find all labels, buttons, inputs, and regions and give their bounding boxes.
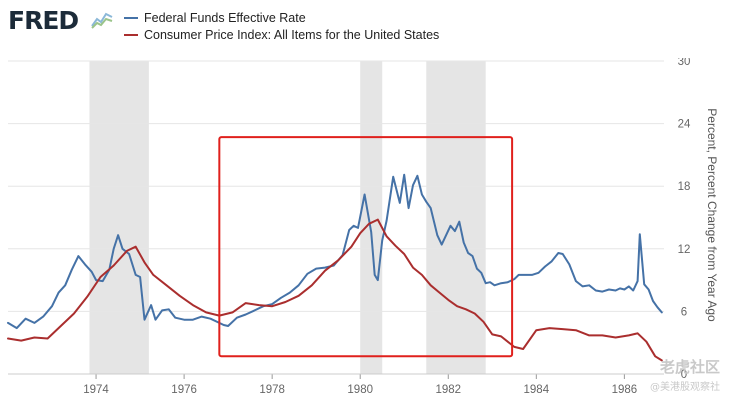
- legend-item-fed-funds[interactable]: Federal Funds Effective Rate: [124, 11, 306, 27]
- chart-plot[interactable]: 0 6 12 18 24 30 1974 1976 1978 1980 1982 1984 1986: [0, 58, 730, 401]
- recession-band-0: [89, 61, 149, 374]
- fred-chart-icon: [90, 8, 114, 30]
- legend-swatch-cpi: [124, 33, 138, 36]
- legend-label-cpi: Consumer Price Index: All Items for the …: [144, 28, 440, 42]
- y-tick-label: 12: [678, 244, 691, 256]
- y-tick-label: 0: [681, 369, 687, 381]
- highlight-box-layer: [218, 136, 514, 358]
- series-lines: [7, 173, 663, 362]
- legend-swatch-fed-funds: [124, 16, 138, 19]
- y-tick-label: 18: [678, 181, 691, 193]
- series-line-0[interactable]: [7, 173, 663, 330]
- x-tick-label: 1974: [83, 384, 109, 396]
- x-tick-label: 1976: [171, 384, 197, 396]
- watermark: 老虎社区 @美港股观察社: [650, 356, 720, 393]
- y-tick-label: 30: [678, 58, 691, 68]
- y-axis-ticks: 0 6 12 18 24 30: [678, 58, 691, 381]
- highlight-box: [218, 136, 514, 358]
- recession-band-1: [360, 61, 383, 374]
- x-tick-label: 1984: [524, 384, 550, 396]
- x-tick-label: 1978: [259, 384, 285, 396]
- x-tick-label: 1980: [347, 384, 373, 396]
- legend-item-cpi[interactable]: Consumer Price Index: All Items for the …: [124, 28, 439, 44]
- recession-bands: [89, 61, 486, 374]
- y-axis-label-text: Percent, Percent Change from Year Ago: [705, 108, 719, 322]
- y-tick-label: 6: [681, 306, 687, 318]
- chart-header: FRED Federal Funds Effective Rate Consum…: [0, 0, 730, 58]
- x-tick-label: 1986: [612, 384, 638, 396]
- x-axis-ticks: 1974 1976 1978 1980 1982 1984 1986: [8, 373, 664, 396]
- fred-logo[interactable]: FRED: [8, 6, 79, 35]
- series-line-1[interactable]: [7, 218, 663, 362]
- y-axis-label: Percent, Percent Change from Year Ago: [705, 108, 719, 322]
- x-tick-label: 1982: [435, 384, 461, 396]
- legend-label-fed-funds: Federal Funds Effective Rate: [144, 11, 306, 25]
- watermark-subtitle: @美港股观察社: [650, 382, 720, 393]
- watermark-title: 老虎社区: [659, 358, 720, 376]
- y-tick-label: 24: [678, 119, 691, 131]
- recession-band-2: [426, 61, 486, 374]
